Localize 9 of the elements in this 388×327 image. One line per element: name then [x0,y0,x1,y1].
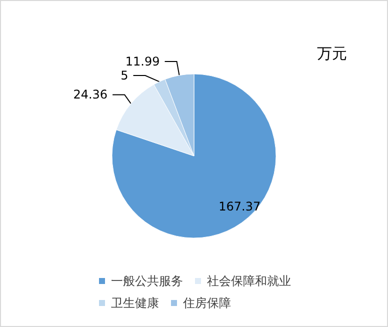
data-label: 24.36 [73,88,108,102]
legend-label: 一般公共服务 [111,274,183,288]
legend-label: 卫生健康 [111,296,159,310]
legend-label: 住房保障 [182,296,231,310]
data-label: 167.37 [218,200,261,214]
data-label: 5 [120,68,128,83]
text: 万元 [317,44,347,62]
data-label: 11.99 [125,54,160,69]
legend-label: 社会保障和就业 [207,274,291,288]
